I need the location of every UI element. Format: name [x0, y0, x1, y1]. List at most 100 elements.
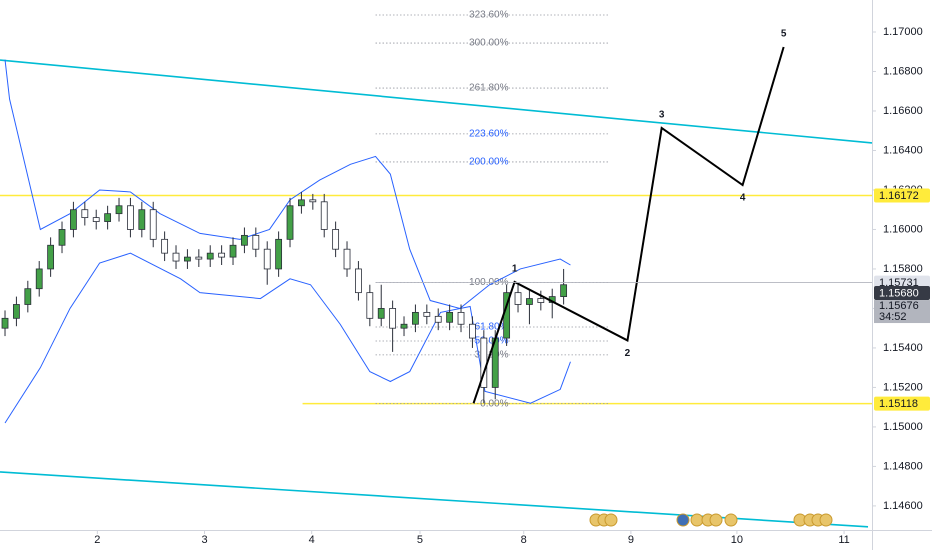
- x-tick-label: 8: [521, 534, 527, 546]
- candle-body: [423, 311, 431, 317]
- y-tick-label: 1.16600: [883, 105, 923, 117]
- candle-body: [81, 209, 89, 219]
- price-tag: [874, 286, 930, 301]
- candle-body: [241, 234, 248, 246]
- candle-body: [377, 308, 385, 319]
- candle-body: [47, 244, 55, 270]
- price-tag-label: 1.15731: [879, 277, 919, 289]
- y-tick-label: 1.15800: [883, 263, 923, 275]
- event-icon[interactable]: [604, 513, 618, 527]
- y-tick-label: 1.15400: [883, 342, 923, 354]
- fib-label: 38.20%: [475, 349, 509, 360]
- candle-body: [514, 292, 522, 305]
- wave-label: 2: [625, 348, 631, 359]
- candle-body: [537, 298, 545, 303]
- candle-body: [400, 323, 408, 329]
- wave-label: 4: [740, 193, 746, 204]
- fib-label: 50.00%: [475, 336, 509, 347]
- level-tag: [874, 188, 930, 203]
- y-tick-label: 1.14800: [883, 460, 923, 472]
- x-tick-label: 5: [417, 534, 423, 546]
- x-tick-label: 10: [731, 534, 743, 546]
- event-icon[interactable]: [724, 513, 738, 527]
- wave-label: 1: [512, 264, 518, 275]
- candle-body: [149, 209, 157, 240]
- fib-label: 261.80%: [469, 83, 509, 94]
- candle-body: [104, 213, 112, 222]
- countdown-box: [874, 300, 930, 324]
- candle-body: [412, 311, 419, 325]
- candle-body: [469, 323, 476, 339]
- candle-body: [218, 252, 226, 258]
- candle-body: [206, 252, 214, 260]
- y-tick-label: 1.15000: [883, 421, 923, 433]
- wave-label: 5: [781, 29, 787, 40]
- x-tick-label: 9: [628, 534, 634, 546]
- candle-body: [560, 284, 568, 297]
- y-tick-label: 1.16400: [883, 144, 923, 156]
- event-icon[interactable]: [676, 513, 690, 527]
- candle-body: [161, 238, 169, 254]
- x-tick-label: 11: [838, 534, 849, 546]
- countdown-price: 1.15676: [879, 300, 919, 312]
- price-tag-label: 1.15680: [879, 287, 919, 299]
- candle-body: [138, 209, 146, 230]
- level-tag: [874, 396, 930, 411]
- channel-line: [0, 59, 873, 144]
- y-tick-label: 1.16000: [883, 223, 923, 235]
- fib-label: 300.00%: [469, 38, 509, 49]
- candle-body: [298, 199, 305, 207]
- candle-body: [172, 252, 180, 262]
- candle-body: [229, 244, 237, 258]
- candle-body: [434, 315, 442, 323]
- wave-path: [472, 46, 785, 404]
- level-tag-label: 1.16172: [879, 190, 919, 202]
- candle-body: [275, 238, 283, 270]
- countdown-time: 34:52: [879, 311, 907, 323]
- candle-body: [355, 268, 362, 294]
- candle-body: [343, 248, 351, 270]
- event-icon[interactable]: [690, 513, 704, 527]
- candle-body: [24, 288, 32, 305]
- wave-label: 3: [659, 110, 665, 121]
- fib-label: 323.60%: [469, 10, 509, 21]
- candle-body: [195, 256, 203, 260]
- level-tag-label: 1.15118: [879, 398, 918, 410]
- fib-label: 223.60%: [469, 129, 509, 140]
- x-tick-label: 4: [309, 534, 315, 546]
- candle-body: [286, 205, 294, 240]
- x-tick-label: 3: [201, 534, 207, 546]
- candle-body: [263, 248, 271, 270]
- y-tick-label: 1.14600: [883, 500, 923, 512]
- event-icons: [589, 513, 833, 527]
- candle-body: [127, 205, 134, 230]
- fib-label: 0.00%: [480, 398, 508, 409]
- candle-body: [389, 308, 397, 329]
- y-tick-label: 1.17000: [883, 26, 923, 38]
- candle-body: [457, 311, 465, 325]
- candle-body: [526, 298, 533, 305]
- candle-body: [13, 304, 20, 319]
- candle-body: [252, 234, 260, 250]
- channel-line: [0, 471, 869, 528]
- candle-body: [1, 317, 9, 329]
- plot-area: 323.60%300.00%261.80%223.60%200.00%100.0…: [0, 10, 873, 528]
- candle-body: [366, 292, 374, 319]
- candle-body: [446, 311, 454, 323]
- x-tick-label: 2: [94, 534, 100, 546]
- candle-body: [184, 256, 191, 262]
- candle-body: [332, 229, 340, 250]
- candle-body: [70, 209, 77, 230]
- y-tick-label: 1.16800: [883, 65, 923, 77]
- event-icon[interactable]: [709, 513, 723, 527]
- y-tick-label: 1.15200: [883, 381, 923, 393]
- candle-body: [92, 217, 100, 222]
- candle-body: [115, 205, 123, 215]
- event-icon[interactable]: [819, 513, 833, 527]
- candle-body: [58, 229, 66, 246]
- fib-label: 200.00%: [469, 157, 509, 168]
- candle-body: [320, 201, 328, 230]
- candle-body: [35, 268, 43, 290]
